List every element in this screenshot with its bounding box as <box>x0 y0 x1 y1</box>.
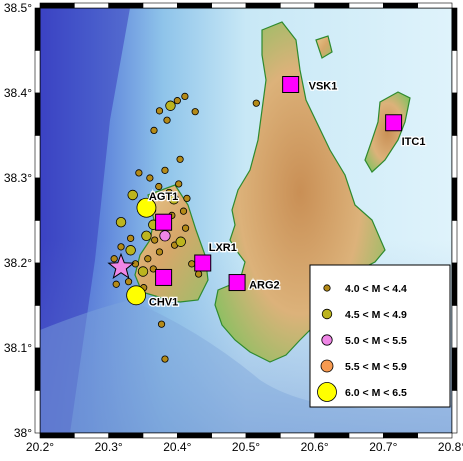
lon-tick-label: 20.8° <box>438 440 463 454</box>
earthquake-event <box>136 197 157 218</box>
station-label-arg2: ARG2 <box>249 280 280 292</box>
legend-label: 5.5 < M < 5.9 <box>345 361 407 373</box>
lat-tick-label: 38.2° <box>4 256 32 270</box>
earthquake-event <box>126 285 147 306</box>
earthquake-event <box>191 108 199 116</box>
stations-layer: VSK1 ITC1 AGT1 LXR1 CHV1 ARG2 <box>148 76 427 310</box>
earthquake-event <box>141 230 152 242</box>
earthquake-event <box>176 155 184 163</box>
earthquake-event <box>179 207 188 215</box>
station-label-chv1: CHV1 <box>149 296 178 308</box>
earthquake-event <box>157 320 166 328</box>
ithaca-island <box>364 91 411 173</box>
legend-label: 4.0 < M < 4.4 <box>345 283 407 295</box>
station-marker-lxr1 <box>194 254 212 272</box>
station-marker-agt1 <box>155 213 173 231</box>
earthquake-event <box>124 278 133 286</box>
lat-tick-label: 38.3° <box>4 171 32 185</box>
earthquake-event <box>159 230 171 242</box>
earthquake-event <box>115 216 127 228</box>
earthquake-event <box>155 107 164 115</box>
earthquake-event <box>161 355 169 363</box>
lat-tick-label: 38.1° <box>4 341 32 355</box>
earthquake-event <box>110 255 118 263</box>
station-marker-vsk1 <box>282 76 300 93</box>
earthquake-event <box>146 174 154 182</box>
longitude-tick-labels: 20.2° 20.3° 20.4° 20.5° 20.6° 20.7° 20.8° <box>26 440 463 454</box>
legend-symbol <box>321 334 333 346</box>
earthquake-event <box>161 166 169 174</box>
earthquake-event <box>165 188 173 197</box>
earthquake-event <box>252 99 260 107</box>
earthquake-event <box>165 100 176 111</box>
earthquake-event <box>175 180 183 188</box>
earthquake-event <box>144 255 152 263</box>
latitude-tick-labels: 38° 38.1° 38.2° 38.3° 38.4° 38.5° <box>4 1 32 440</box>
earthquake-event <box>127 234 135 242</box>
earthquake-event <box>181 224 190 232</box>
station-label-agt1: AGT1 <box>149 191 178 203</box>
earthquake-event <box>135 169 143 177</box>
lat-tick-label: 38.5° <box>4 1 32 15</box>
station-marker-chv1 <box>155 268 173 286</box>
legend-symbol <box>317 382 337 402</box>
earthquake-event <box>181 92 189 101</box>
legend-label: 5.0 < M < 5.5 <box>345 335 407 347</box>
earthquake-event <box>173 97 181 105</box>
lat-tick-label: 38° <box>14 426 32 440</box>
earthquake-event <box>183 194 191 202</box>
station-marker-arg2 <box>228 274 246 292</box>
earthquake-event <box>112 280 120 288</box>
lon-tick-label: 20.6° <box>301 440 329 454</box>
earthquake-event <box>155 248 164 256</box>
map-frame <box>34 2 458 439</box>
legend-label: 4.5 < M < 4.9 <box>345 309 407 321</box>
earthquake-event <box>155 182 163 191</box>
lon-tick-label: 20.7° <box>369 440 397 454</box>
legend-symbol <box>323 284 331 292</box>
station-label-itc1: ITC1 <box>402 136 426 148</box>
lon-tick-label: 20.3° <box>95 440 123 454</box>
earthquake-event <box>117 243 125 251</box>
events-layer <box>110 92 260 363</box>
legend-symbol <box>320 359 334 373</box>
lon-tick-label: 20.2° <box>26 440 54 454</box>
station-label-vsk1: VSK1 <box>309 81 338 93</box>
station-label-lxr1: LXR1 <box>209 242 237 254</box>
legend-label: 6.0 < M < 6.5 <box>345 387 407 399</box>
station-marker-itc1 <box>385 114 403 132</box>
earthquake-event <box>127 189 138 201</box>
earthquake-event <box>175 236 186 247</box>
legend: 4.0 < M < 4.4 4.5 < M < 4.9 5.0 < M < 5.5 5… <box>309 264 451 408</box>
legend-symbol <box>321 308 333 320</box>
star-icon <box>107 252 135 279</box>
lon-tick-label: 20.4° <box>163 440 191 454</box>
mainshock-star <box>107 252 135 279</box>
earthquake-event <box>137 266 149 277</box>
lat-tick-label: 38.4° <box>4 86 32 100</box>
lon-tick-label: 20.5° <box>232 440 260 454</box>
earthquake-event <box>150 126 158 134</box>
earthquake-event <box>168 194 180 205</box>
earthquake-event <box>163 116 171 124</box>
earthquake-event <box>195 270 203 278</box>
earthquake-event <box>151 236 159 244</box>
earthquake-event <box>125 245 136 256</box>
islet <box>315 35 333 59</box>
earthquake-event <box>188 260 196 268</box>
